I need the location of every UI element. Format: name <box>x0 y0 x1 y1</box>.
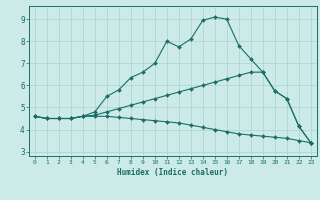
X-axis label: Humidex (Indice chaleur): Humidex (Indice chaleur) <box>117 168 228 177</box>
